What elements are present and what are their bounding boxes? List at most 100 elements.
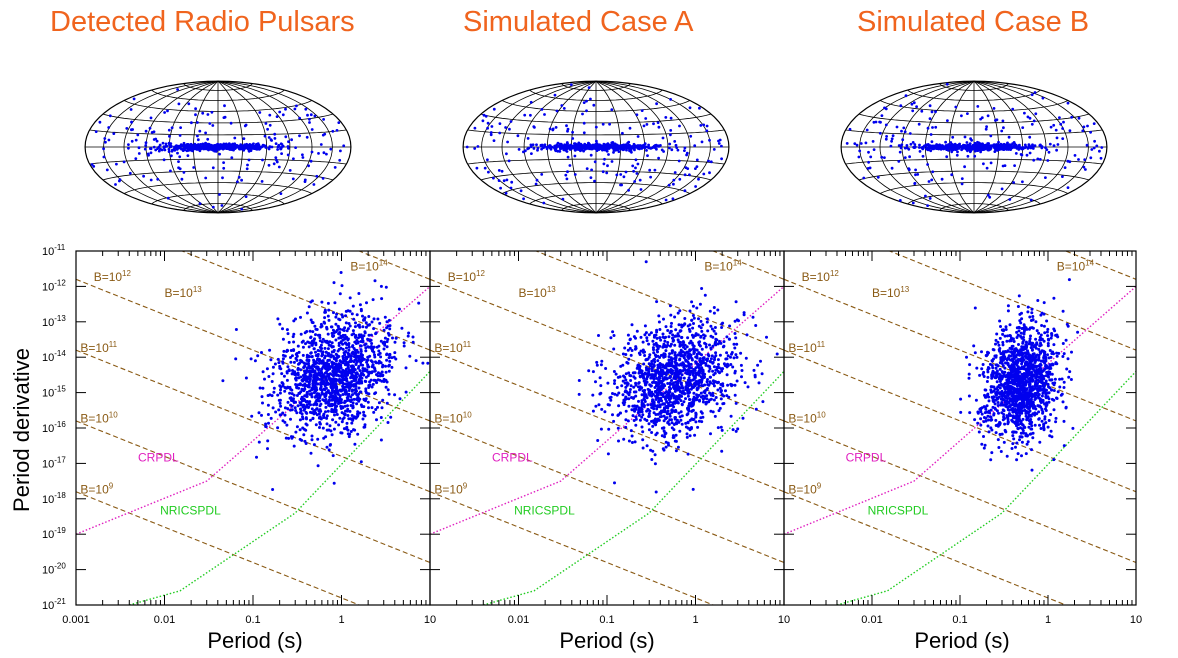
sky-point: [1095, 144, 1099, 148]
pulsar-point: [303, 382, 307, 386]
pulsar-point: [307, 305, 311, 309]
sky-point: [636, 135, 640, 138]
pulsar-point: [680, 385, 684, 388]
sky-point: [931, 170, 935, 174]
sky-point: [593, 160, 597, 164]
sky-point: [649, 175, 652, 179]
pulsar-point: [742, 313, 746, 317]
sky-point: [1100, 146, 1104, 149]
sky-point: [483, 166, 487, 170]
sky-point: [535, 178, 539, 182]
sky-point: [608, 122, 611, 126]
pulsar-point: [343, 401, 346, 405]
pulsar-point: [305, 395, 309, 398]
pulsar-point: [265, 367, 269, 371]
sky-point: [989, 134, 993, 138]
sky-point: [504, 126, 507, 129]
pulsar-point: [268, 393, 272, 397]
sky-point: [267, 163, 271, 167]
sky-point: [274, 156, 278, 160]
sky-point: [279, 142, 283, 146]
sky-point: [914, 173, 917, 177]
field-line-label: B=1013: [165, 285, 203, 300]
sky-point: [582, 101, 586, 104]
pulsar-point: [708, 375, 712, 379]
pulsar-point: [653, 390, 657, 394]
pulsar-point: [348, 324, 352, 328]
sky-point: [705, 124, 709, 128]
sky-point: [566, 129, 569, 133]
pulsar-point: [607, 427, 611, 431]
sky-point: [201, 145, 205, 149]
pulsar-point: [353, 368, 357, 372]
sky-point: [880, 155, 884, 159]
sky-point: [236, 180, 239, 184]
pulsar-point: [690, 357, 694, 361]
pulsar-point: [700, 287, 704, 290]
sky-point: [522, 197, 525, 201]
pulsar-point: [316, 437, 320, 441]
pulsar-point: [381, 398, 385, 402]
sky-parallel: [102, 113, 334, 124]
pulsar-point: [344, 341, 347, 345]
pulsar-point: [261, 386, 265, 390]
sky-point: [519, 189, 523, 193]
pulsar-point: [671, 333, 675, 337]
sky-point: [976, 140, 979, 144]
pulsar-point: [373, 369, 377, 373]
pulsar-point: [276, 393, 280, 397]
sky-point: [878, 120, 881, 124]
sky-point: [204, 176, 208, 180]
pulsar-point: [708, 343, 711, 347]
sky-point: [258, 111, 262, 114]
sky-point: [548, 144, 551, 147]
sky-parallel: [102, 170, 334, 181]
sky-point: [254, 144, 258, 148]
sky-point: [954, 105, 958, 109]
pulsar-point: [671, 336, 675, 340]
pulsar-point: [334, 420, 338, 424]
sky-point: [152, 130, 156, 134]
pulsar-point: [266, 403, 270, 407]
pulsar-point: [345, 427, 349, 431]
pulsar-point: [673, 343, 677, 347]
sky-point: [913, 181, 917, 185]
pulsar-point: [724, 357, 728, 361]
pulsar-point: [260, 351, 263, 354]
sky-point: [908, 155, 911, 159]
pulsar-point: [682, 341, 686, 345]
pulsar-point: [708, 365, 712, 369]
pulsar-point: [373, 279, 377, 283]
pulsar-point: [334, 382, 338, 386]
pulsar-point: [314, 333, 317, 337]
pulsar-point: [319, 417, 323, 421]
pulsar-point: [358, 369, 362, 373]
sky-point: [928, 104, 932, 108]
pulsar-point: [628, 374, 632, 377]
pulsar-point: [673, 351, 677, 355]
sky-point: [585, 167, 589, 171]
pulsar-point: [310, 395, 314, 398]
sky-point: [573, 173, 577, 176]
pulsar-point: [591, 370, 595, 374]
sky-point: [186, 154, 190, 158]
pulsar-point: [334, 338, 338, 342]
pulsar-point: [650, 431, 654, 434]
pulsar-point: [672, 396, 676, 400]
pulsar-point: [263, 377, 266, 381]
sky-point: [973, 154, 977, 158]
pulsar-point: [714, 368, 718, 372]
sky-point: [218, 152, 222, 156]
pulsar-point: [328, 395, 332, 399]
sky-point: [237, 175, 241, 179]
pulsar-point: [234, 357, 238, 361]
sky-point: [170, 154, 173, 158]
pulsar-point: [311, 417, 315, 421]
sky-point: [197, 147, 200, 151]
pulsar-point: [388, 359, 392, 363]
sky-point: [693, 144, 697, 148]
sky-point: [288, 169, 292, 172]
pulsar-point: [371, 363, 375, 367]
pulsar-point: [685, 389, 689, 392]
pulsar-point: [662, 317, 665, 321]
